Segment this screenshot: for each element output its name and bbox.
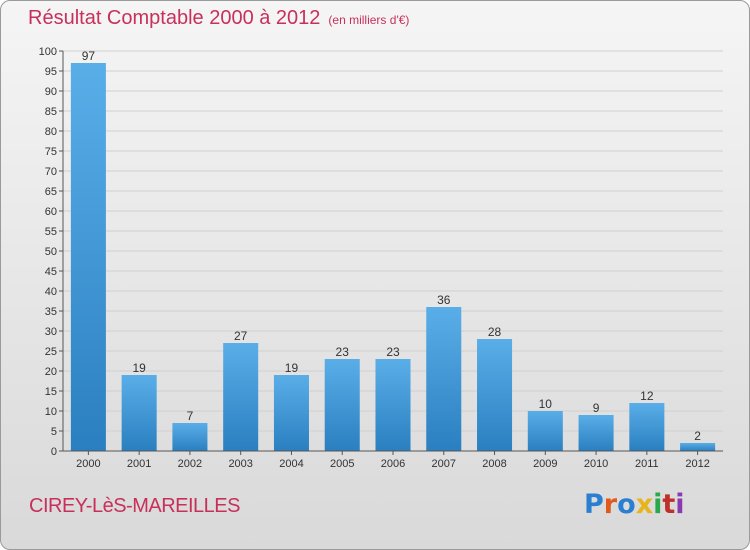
bar-value-label: 27 <box>234 329 248 343</box>
bar <box>477 339 513 451</box>
commune-name: CIREY-LèS-MAREILLES <box>29 495 240 517</box>
y-tick-label: 0 <box>51 446 57 458</box>
x-tick-label: 2003 <box>228 458 252 470</box>
x-tick-label: 2005 <box>330 458 354 470</box>
bar-value-label: 19 <box>132 361 146 375</box>
bar <box>223 343 259 451</box>
bar <box>70 63 106 451</box>
logo-letter: i <box>653 489 663 520</box>
bar <box>527 411 563 451</box>
logo-letter: r <box>603 489 618 520</box>
y-tick-label: 40 <box>45 286 57 298</box>
bar <box>375 359 411 451</box>
axes: 0 5 10 15 20 25 30 35 40 45 50 55 60 65 70 75 80 85 90 95 10… <box>39 46 723 470</box>
bar <box>172 423 208 451</box>
y-tick-label: 80 <box>45 126 57 138</box>
bar-value-label: 2 <box>694 429 701 443</box>
chart-title: Résultat Comptable 2000 à 2012 (en millie… <box>28 7 409 30</box>
y-tick-label: 90 <box>45 86 57 98</box>
bars: 97 19 7 27 19 23 23 36 28 10 9 12 2 <box>70 49 716 451</box>
y-tick-label: 55 <box>45 226 57 238</box>
bar <box>680 443 716 451</box>
y-tick-label: 45 <box>45 266 57 278</box>
y-tick-label: 35 <box>45 306 57 318</box>
logo-letter: o <box>617 489 636 520</box>
y-tick-label: 75 <box>45 146 57 158</box>
bar-chart: 97 19 7 27 19 23 23 36 28 10 9 12 2 0 5 10 15 20 25 30 35 40… <box>39 46 723 470</box>
bar-value-label: 23 <box>336 345 350 359</box>
bar-value-label: 28 <box>488 325 502 339</box>
y-tick-label: 25 <box>45 346 57 358</box>
bar-value-label: 23 <box>386 345 400 359</box>
bar-value-label: 19 <box>285 361 299 375</box>
bar-value-label: 9 <box>593 401 600 415</box>
y-tick-label: 20 <box>45 366 57 378</box>
y-tick-label: 65 <box>45 186 57 198</box>
bar-value-label: 10 <box>539 397 553 411</box>
logo-letter: P <box>584 489 604 520</box>
y-tick-label: 70 <box>45 166 57 178</box>
x-tick-label: 2011 <box>635 458 659 470</box>
proxiti-logo[interactable]: Proxiti <box>584 489 685 520</box>
x-tick-label: 2007 <box>432 458 456 470</box>
x-tick-label: 2002 <box>178 458 202 470</box>
x-tick-label: 2009 <box>533 458 557 470</box>
x-tick-label: 2004 <box>279 458 303 470</box>
x-tick-label: 2000 <box>76 458 100 470</box>
y-tick-label: 5 <box>51 426 57 438</box>
chart-unit: (en milliers d'€) <box>328 13 410 27</box>
x-tick-label: 2010 <box>584 458 608 470</box>
logo-letter: x <box>635 489 654 520</box>
logo-letter: i <box>675 489 685 520</box>
bar-value-label: 12 <box>640 389 654 403</box>
y-tick-label: 30 <box>45 326 57 338</box>
x-tick-label: 2001 <box>127 458 151 470</box>
y-tick-label: 85 <box>45 106 57 118</box>
chart-title-text: Résultat Comptable 2000 à 2012 <box>28 7 321 29</box>
bar <box>273 375 309 451</box>
x-tick-label: 2012 <box>685 458 709 470</box>
bar <box>426 307 462 451</box>
y-tick-label: 10 <box>45 406 57 418</box>
bar <box>578 415 614 451</box>
bar <box>324 359 360 451</box>
logo-letter: t <box>662 489 676 520</box>
y-tick-label: 95 <box>45 66 57 78</box>
bar <box>629 403 665 451</box>
x-tick-label: 2006 <box>381 458 405 470</box>
bar <box>121 375 157 451</box>
x-tick-label: 2008 <box>482 458 506 470</box>
y-tick-label: 100 <box>39 46 57 58</box>
bar-value-label: 36 <box>437 293 451 307</box>
bar-value-label: 97 <box>82 49 96 63</box>
y-tick-label: 15 <box>45 386 57 398</box>
bar-value-label: 7 <box>187 409 194 423</box>
y-tick-label: 60 <box>45 206 57 218</box>
y-tick-label: 50 <box>45 246 57 258</box>
